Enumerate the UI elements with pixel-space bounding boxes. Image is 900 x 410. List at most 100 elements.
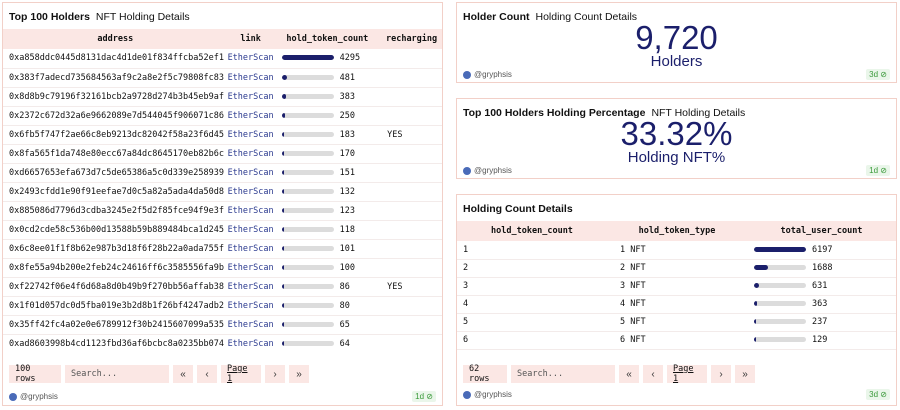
etherscan-link[interactable]: EtherScan xyxy=(227,49,274,69)
hold-count-cell: 65 xyxy=(273,315,382,335)
hold-count-cell: 100 xyxy=(273,258,382,278)
col-link[interactable]: link xyxy=(240,34,261,44)
etherscan-link[interactable]: EtherScan xyxy=(227,296,274,316)
count-bar xyxy=(281,340,334,346)
token-count-cell: 2 xyxy=(457,259,607,278)
count-bar-fill xyxy=(281,245,284,251)
next-page-icon[interactable]: › xyxy=(711,365,731,383)
count-value: 64 xyxy=(339,338,350,348)
author[interactable]: @gryphsis xyxy=(463,166,512,175)
etherscan-link[interactable]: EtherScan xyxy=(227,125,274,145)
address-cell[interactable]: 0x0cd2cde58c536b00d13588b59b889484bca1d2… xyxy=(3,220,228,240)
address-cell[interactable]: 0x6fb5f747f2ae66c8eb9213dc82042f58a23f6d… xyxy=(3,125,228,145)
count-bar-fill xyxy=(281,112,285,118)
author-name[interactable]: @gryphsis xyxy=(474,70,512,79)
count-bar xyxy=(281,131,334,137)
holder-count-panel: Holder Count Holding Count Details 9,720 … xyxy=(456,2,897,83)
address-cell[interactable]: 0xf22742f06e4f6d68a8d0b49b9f270bb56affab… xyxy=(3,277,228,297)
hold-count-cell: 86 xyxy=(273,277,382,297)
table-row: 0x8fe55a94b200e2feb24c24616ff6c3585556fa… xyxy=(3,258,442,278)
etherscan-link[interactable]: EtherScan xyxy=(227,106,274,126)
table-row: 0x6fb5f747f2ae66c8eb9213dc82042f58a23f6d… xyxy=(3,125,442,145)
col-hold-token-count[interactable]: hold_token_count xyxy=(286,34,369,44)
count-value: 118 xyxy=(339,224,355,235)
etherscan-link[interactable]: EtherScan xyxy=(227,239,274,259)
holders-table-wrap: address link hold_token_count recharging… xyxy=(3,29,442,347)
etherscan-link[interactable]: EtherScan xyxy=(227,201,274,221)
address-cell[interactable]: 0x8d8b9c79196f32161bcb2a9728d274b3b45eb9… xyxy=(3,87,228,107)
search-input[interactable]: Search... xyxy=(511,365,615,383)
prev-page-icon[interactable]: ‹ xyxy=(643,365,663,383)
author-name[interactable]: @gryphsis xyxy=(474,166,512,175)
author-name[interactable]: @gryphsis xyxy=(474,390,512,399)
holders-body: 0xa858ddc0445d8131dac4d1de01f834ffcba52e… xyxy=(3,49,442,347)
etherscan-link[interactable]: EtherScan xyxy=(227,315,274,335)
hold-count-cell: 151 xyxy=(273,163,382,183)
etherscan-link[interactable]: EtherScan xyxy=(227,163,274,183)
panel-subtitle: Holding Count Details xyxy=(535,11,638,23)
search-input[interactable]: Search... xyxy=(65,365,169,383)
author[interactable]: @gryphsis xyxy=(9,392,58,401)
col-total-user-count[interactable]: total_user_count xyxy=(780,226,863,236)
token-type-cell: 3 NFT xyxy=(607,277,747,296)
hold-count-cell: 250 xyxy=(273,106,382,126)
age-badge: 3d ⊘ xyxy=(866,69,890,80)
col-hold-token-type[interactable]: hold_token_type xyxy=(638,226,716,236)
avatar xyxy=(463,70,471,79)
table-row: 0xa858ddc0445d8131dac4d1de01f834ffcba52e… xyxy=(3,49,442,69)
token-type-cell: 2 NFT xyxy=(607,259,747,278)
page-indicator[interactable]: Page 1 xyxy=(221,364,261,384)
count-bar xyxy=(281,321,334,327)
etherscan-link[interactable]: EtherScan xyxy=(227,68,274,88)
users-value: 237 xyxy=(812,317,828,327)
holding-pct-label: Holding NFT% xyxy=(627,149,726,166)
address-cell[interactable]: 0x885086d7796d3cdba3245e2f5d2f85fce94f9e… xyxy=(3,201,228,221)
address-cell[interactable]: 0x8fe55a94b200e2feb24c24616ff6c3585556fa… xyxy=(3,258,228,278)
etherscan-link[interactable]: EtherScan xyxy=(227,182,274,202)
token-count-cell: 3 xyxy=(457,277,607,296)
token-type-cell: 1 NFT xyxy=(607,241,747,260)
count-bar-fill xyxy=(281,264,284,270)
author-name[interactable]: @gryphsis xyxy=(20,392,58,401)
users-bar-fill xyxy=(754,246,806,252)
address-cell[interactable]: 0x1f01d057dc0d5fba019e3b2d8b1f26bf4247ad… xyxy=(3,296,228,316)
address-cell[interactable]: 0x383f7adecd735684563af9c2a8e2f5c79808fc… xyxy=(3,68,228,88)
author[interactable]: @gryphsis xyxy=(463,390,512,399)
etherscan-link[interactable]: EtherScan xyxy=(227,258,274,278)
col-recharging[interactable]: recharging xyxy=(385,34,438,44)
page-indicator[interactable]: Page 1 xyxy=(667,364,707,384)
hold-count-cell: 80 xyxy=(273,296,382,316)
next-page-icon[interactable]: › xyxy=(265,365,285,383)
author[interactable]: @gryphsis xyxy=(463,70,512,79)
address-cell[interactable]: 0xd6657653efa673d7c5de65386a5c0d339e2589… xyxy=(3,163,228,183)
last-page-icon[interactable]: » xyxy=(289,365,309,383)
address-cell[interactable]: 0x35ff42fc4a02e0e6789912f30b2415607099a5… xyxy=(3,315,228,335)
col-address[interactable]: address xyxy=(97,34,134,44)
users-bar xyxy=(754,246,806,252)
last-page-icon[interactable]: » xyxy=(735,365,755,383)
etherscan-link[interactable]: EtherScan xyxy=(227,277,274,297)
etherscan-link[interactable]: EtherScan xyxy=(227,220,274,240)
address-cell[interactable]: 0xa858ddc0445d8131dac4d1de01f834ffcba52e… xyxy=(3,49,228,69)
address-cell[interactable]: 0x8fa565f1da748e80ecc67a84dc8645170eb82b… xyxy=(3,144,228,164)
count-bar-fill xyxy=(281,207,284,213)
prev-page-icon[interactable]: ‹ xyxy=(197,365,217,383)
address-cell[interactable]: 0x6c8ee01f1f8b62e987b3d18f6f28b22a0ada75… xyxy=(3,239,228,259)
count-value: 151 xyxy=(339,167,355,178)
token-count-cell: 5 xyxy=(457,313,607,332)
etherscan-link[interactable]: EtherScan xyxy=(227,144,274,164)
address-cell[interactable]: 0x2493cfdd1e90f91eefae7d0c5a82a5ada4da50… xyxy=(3,182,228,202)
count-bar-fill xyxy=(281,74,288,80)
address-cell[interactable]: 0x2372c672d32a6e9662089e7d544045f906071c… xyxy=(3,106,228,126)
etherscan-link[interactable]: EtherScan xyxy=(227,334,274,347)
first-page-icon[interactable]: « xyxy=(619,365,639,383)
top100-pct-panel: Top 100 Holders Holding Percentage NFT Ho… xyxy=(456,98,897,179)
address-cell[interactable]: 0xad8603998b4cd1123fbd36af6bcbc8a0235bb0… xyxy=(3,334,228,347)
count-bar xyxy=(281,245,334,251)
hold-count-cell: 4295 xyxy=(273,49,382,69)
etherscan-link[interactable]: EtherScan xyxy=(227,87,274,107)
col-hold-token-count[interactable]: hold_token_count xyxy=(491,226,573,236)
first-page-icon[interactable]: « xyxy=(173,365,193,383)
